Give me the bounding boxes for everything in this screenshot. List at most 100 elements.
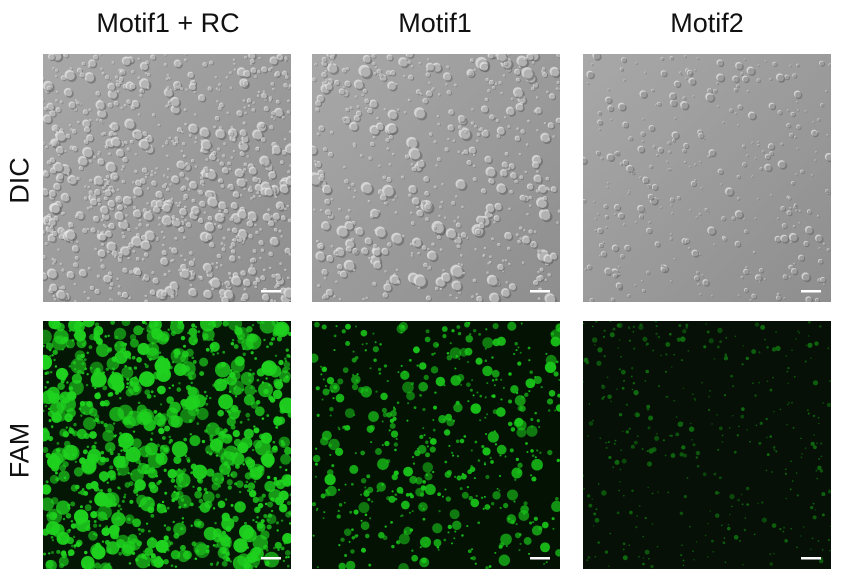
droplet (788, 264, 795, 272)
droplet (79, 505, 83, 509)
droplet (664, 454, 667, 457)
droplet (312, 502, 317, 507)
droplet (503, 61, 509, 67)
droplet (214, 521, 217, 525)
droplet (242, 463, 245, 466)
droplet (483, 461, 486, 464)
droplet (539, 451, 542, 455)
droplet (48, 348, 52, 352)
droplet (321, 366, 328, 373)
droplet (759, 421, 763, 425)
droplet (129, 338, 139, 348)
droplet (546, 398, 554, 405)
droplet (376, 482, 386, 492)
droplet (405, 493, 410, 497)
droplet (116, 517, 120, 520)
droplet (58, 556, 69, 567)
droplet (594, 555, 597, 558)
droplet (230, 471, 238, 479)
droplet (642, 562, 645, 566)
droplet (76, 120, 81, 125)
droplet (472, 278, 478, 283)
droplet (656, 101, 662, 107)
droplet (597, 541, 600, 544)
droplet (820, 103, 825, 108)
droplet (51, 551, 54, 554)
droplet (48, 419, 52, 423)
droplet (230, 156, 234, 160)
droplet (280, 215, 287, 222)
droplet (68, 386, 74, 391)
droplet (249, 466, 263, 480)
droplet (108, 222, 116, 231)
droplet (94, 386, 97, 390)
droplet (814, 234, 824, 244)
droplet (621, 430, 624, 433)
droplet (135, 493, 139, 497)
droplet (742, 162, 748, 168)
droplet (107, 334, 110, 338)
droplet (736, 197, 741, 201)
droplet (535, 107, 543, 115)
droplet (86, 134, 95, 143)
droplet (55, 130, 68, 144)
droplet (163, 468, 167, 472)
droplet (551, 517, 555, 521)
droplet (390, 430, 399, 438)
droplet (459, 438, 465, 444)
droplet (603, 329, 606, 332)
droplet (668, 332, 672, 336)
droplet (381, 407, 387, 414)
droplet (203, 526, 218, 541)
droplet (187, 395, 191, 399)
droplet (423, 176, 431, 183)
droplet (66, 537, 74, 545)
droplet (480, 188, 488, 195)
droplet (312, 145, 319, 157)
droplet (628, 136, 634, 142)
droplet (199, 127, 212, 139)
droplet (114, 75, 120, 80)
droplet (505, 281, 509, 285)
droplet (74, 329, 86, 342)
droplet (375, 390, 378, 393)
droplet (531, 60, 536, 65)
droplet (638, 324, 644, 330)
droplet (645, 369, 650, 374)
droplet (766, 453, 770, 457)
droplet (396, 486, 404, 494)
droplet (216, 388, 219, 392)
droplet (199, 321, 216, 332)
panel-fam-motif2 (583, 321, 831, 569)
droplet (101, 540, 105, 543)
droplet (494, 202, 504, 212)
droplet (419, 394, 422, 397)
droplet (133, 366, 138, 370)
droplet (601, 384, 606, 390)
droplet (548, 93, 557, 101)
droplet (164, 54, 168, 57)
droplet (51, 257, 56, 262)
droplet (601, 397, 605, 400)
droplet (180, 254, 184, 258)
droplet (141, 321, 146, 324)
droplet (352, 196, 356, 200)
droplet (139, 61, 150, 72)
droplet (53, 182, 62, 192)
droplet (144, 389, 151, 396)
droplet (236, 110, 244, 118)
droplet (253, 427, 260, 434)
droplet (193, 91, 197, 95)
droplet (66, 372, 69, 376)
droplet (246, 333, 256, 342)
droplet (198, 190, 204, 196)
droplet (256, 521, 264, 529)
droplet (733, 87, 739, 93)
droplet (448, 109, 455, 116)
droplet (105, 75, 111, 81)
droplet (651, 523, 654, 525)
droplet (56, 549, 61, 554)
droplet (175, 201, 179, 205)
droplet (545, 352, 548, 355)
droplet (637, 145, 646, 154)
